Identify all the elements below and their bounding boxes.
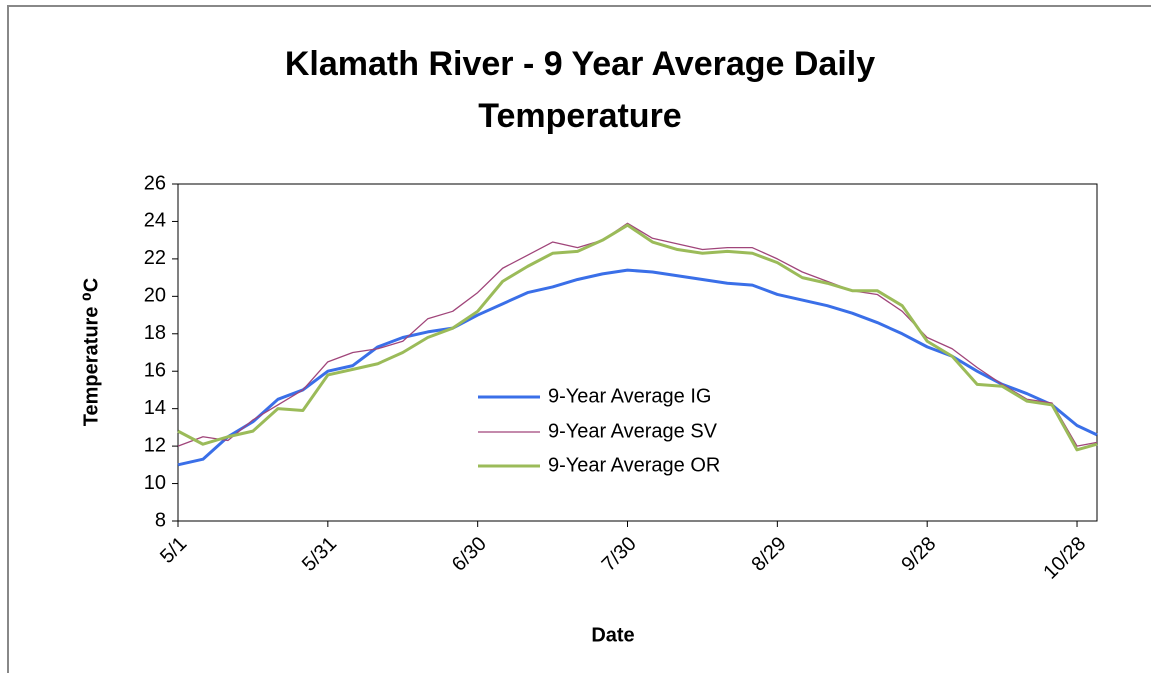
y-tick-label: 26 [144, 172, 166, 194]
y-tick-label: 16 [144, 360, 166, 382]
y-tick-label: 8 [155, 509, 166, 531]
y-tick-label: 22 [144, 247, 166, 269]
y-tick-label: 24 [144, 210, 166, 232]
series-line [177, 223, 1098, 452]
y-tick-label: 18 [144, 322, 166, 344]
x-tick-label: 7/30 [598, 533, 641, 576]
y-tick-label: 20 [144, 285, 166, 307]
legend-label: 9-Year Average IG [548, 385, 711, 407]
x-tick-label: 5/1 [156, 533, 191, 568]
x-axis-title: Date [591, 624, 634, 646]
x-tick-label: 8/29 [748, 533, 791, 576]
series-line [177, 222, 1098, 447]
frame [7, 5, 1151, 673]
legend-label: 9-Year Average OR [548, 454, 720, 476]
y-tick-label: 10 [144, 472, 166, 494]
x-tick-label: 9/28 [897, 533, 940, 576]
y-tick-label: 12 [144, 434, 166, 456]
plot-area [177, 183, 1098, 522]
legend-label: 9-Year Average SV [548, 420, 718, 442]
y-axis-title: Temperature ⁰C [80, 278, 102, 426]
x-tick-label: 5/31 [298, 533, 341, 576]
y-tick-label: 14 [144, 397, 166, 419]
chart-title: Klamath River - 9 Year Average Daily Tem… [284, 45, 876, 135]
x-tick-label: 10/28 [1039, 533, 1090, 584]
x-tick-label: 6/30 [448, 533, 491, 576]
